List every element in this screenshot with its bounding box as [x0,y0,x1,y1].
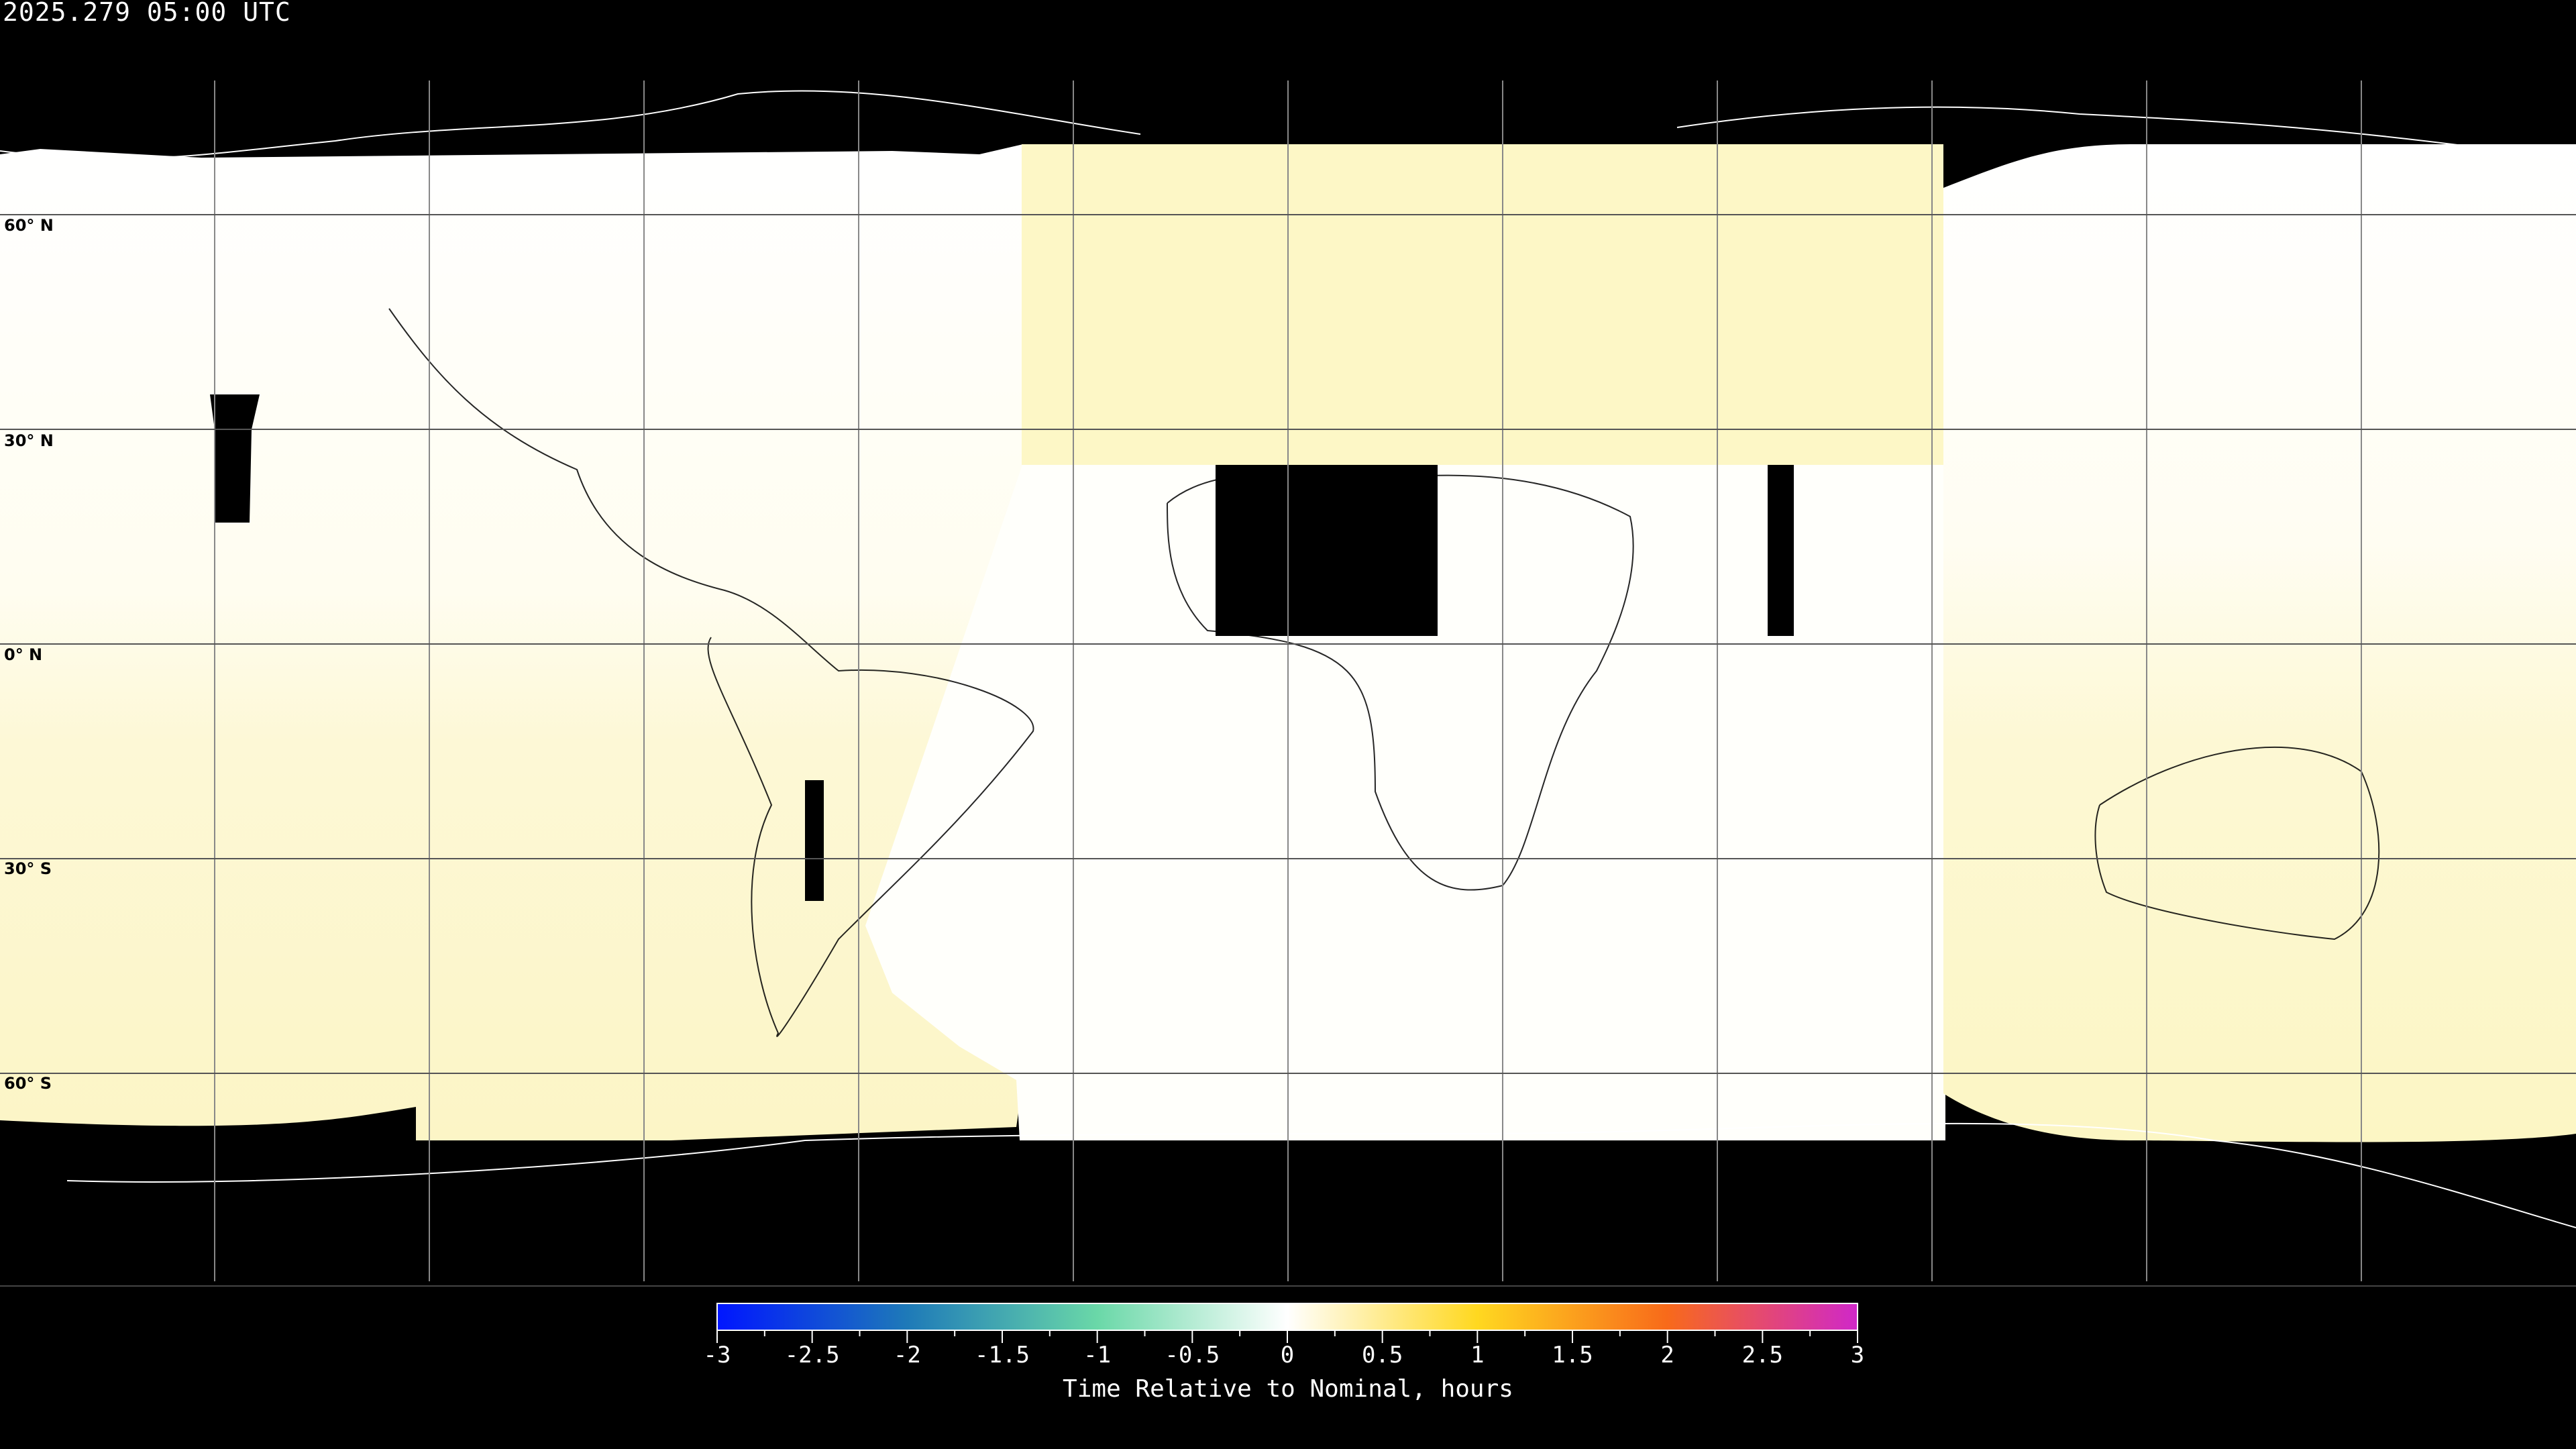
lat-label-30s: 30° S [4,859,52,878]
world-map [0,80,2576,1287]
colorbar-tick-label: 1.5 [1552,1342,1593,1368]
colorbar-tick-label: -1.5 [975,1342,1030,1368]
colorbar-tick-label: 2 [1660,1342,1674,1368]
colorbar-tick-label: -2.5 [784,1342,840,1368]
coverage-central [865,463,1945,1140]
colorbar-tick-label: -2 [893,1342,921,1368]
lat-label-60s: 60° S [4,1074,52,1093]
no-data-india [1768,465,1794,636]
timestamp-title: 2025.279 05:00 UTC [3,0,291,27]
colorbar-tick-label: -1 [1083,1342,1112,1368]
coverage-east [1943,144,2576,1142]
coverage-west [0,144,1023,1140]
colorbar-tick-label: 0.5 [1361,1342,1403,1368]
coastlines [388,308,2380,1037]
colorbar [716,1303,1858,1331]
coastlines-polar [0,90,2576,1228]
lat-label-30n: 30° N [4,431,54,450]
lat-label-60n: 60° N [4,216,54,235]
colorbar-title: Time Relative to Nominal, hours [1063,1375,1513,1403]
colorbar-tick-label: 0 [1280,1342,1295,1368]
graticule [0,80,2576,1281]
no-data-andes [805,780,824,901]
colorbar-tick-label: 2.5 [1741,1342,1784,1368]
colorbar-tick-label: 3 [1850,1342,1865,1368]
coverage-europe [1022,144,1943,465]
colorbar-tick-label: -0.5 [1165,1342,1220,1368]
colorbar-tick-label: 1 [1470,1342,1485,1368]
no-data-africa [1216,465,1438,636]
colorbar-tick-label: -3 [703,1342,731,1368]
lat-label-0n: 0° N [4,645,43,664]
no-data-pacific [210,394,260,523]
